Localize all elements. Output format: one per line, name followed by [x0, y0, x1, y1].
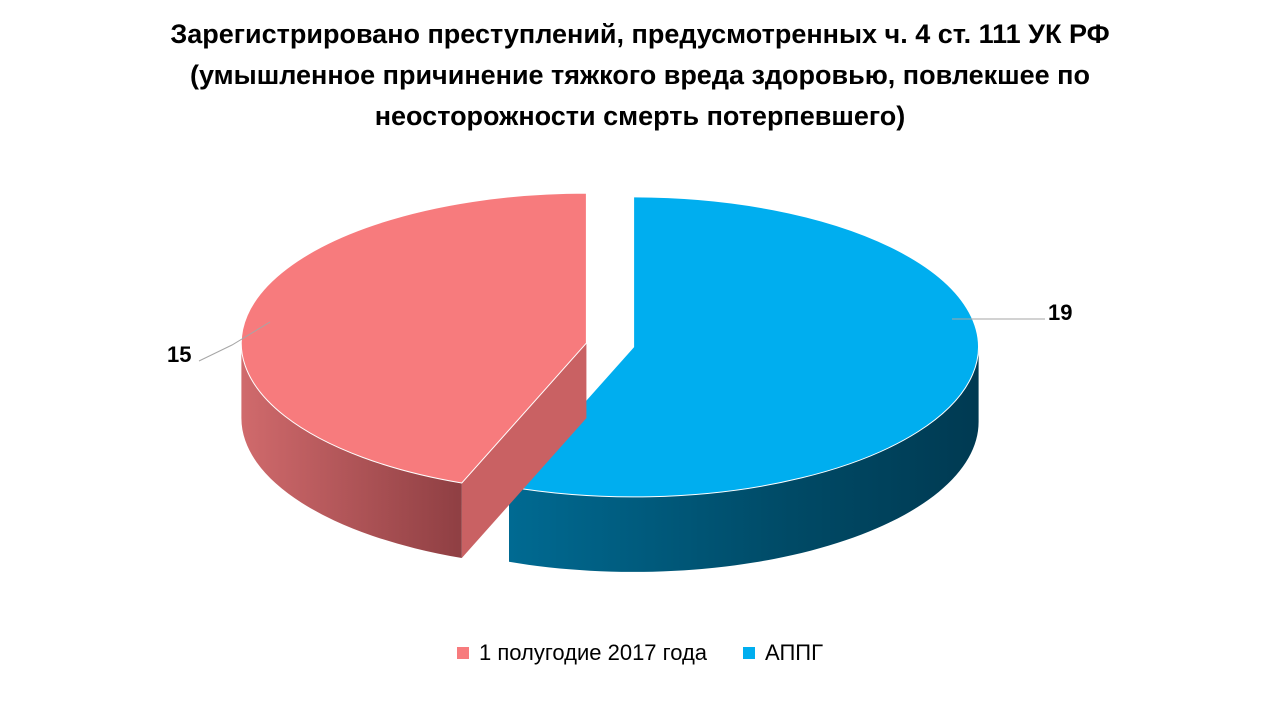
pie-slice-0-outer-wall [241, 343, 462, 558]
pie-slice-1 [508, 196, 979, 572]
legend-label-appg: АППГ [765, 640, 823, 665]
chart-title-line-3: неосторожности смерть потерпевшего) [374, 101, 906, 131]
data-label-slice-0: 15 [167, 342, 191, 367]
legend-swatch-appg [743, 647, 756, 659]
legend-swatch-1h-2017 [456, 647, 469, 659]
pie-slice-0 [240, 192, 587, 558]
data-label-slice-1: 19 [1048, 300, 1072, 325]
chart-title-line-1: Зарегистрировано преступлений, предусмот… [170, 19, 1110, 49]
legend-entry-1h-2017: 1 полугодие 2017 года [456, 640, 708, 666]
chart-title-line-2: (умышленное причинение тяжкого вреда здо… [190, 60, 1090, 90]
pie-slice-0-radial-face [461, 343, 587, 558]
pie-slice-1-top [508, 196, 979, 498]
legend-entry-appg: АППГ [743, 640, 823, 666]
legend-label-1h-2017: 1 полугодие 2017 года [478, 640, 708, 665]
legend: 1 полугодие 2017 года АППГ [0, 640, 1280, 666]
pie-slice-1-outer-wall [509, 346, 979, 572]
leader-line-slice-0 [198, 321, 271, 362]
chart-title: Зарегистрировано преступлений, предусмот… [90, 14, 1190, 137]
pie-slice-0-top [240, 192, 587, 484]
